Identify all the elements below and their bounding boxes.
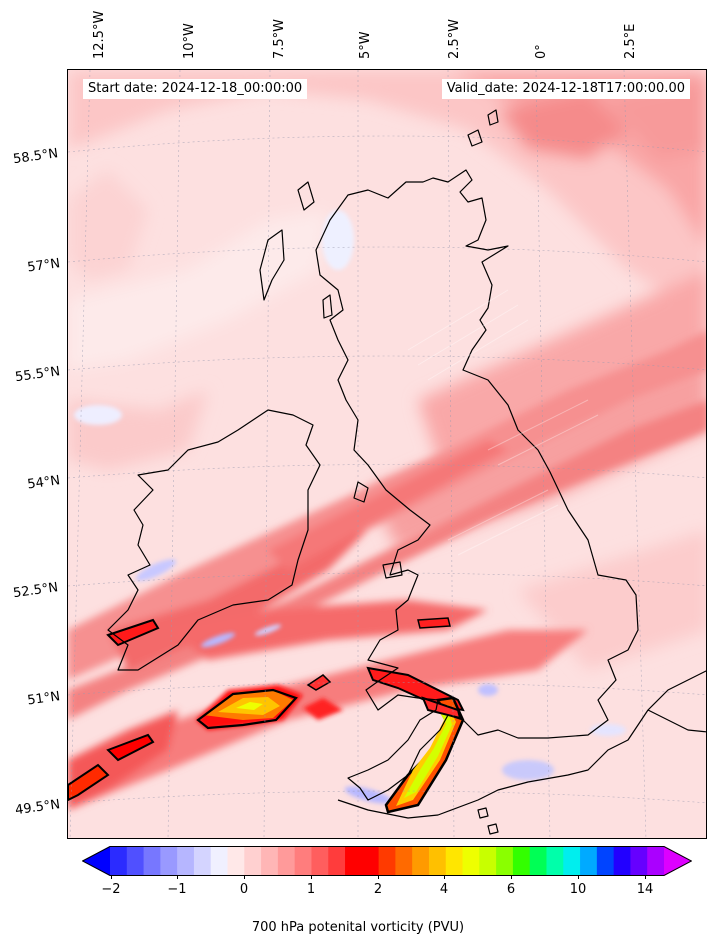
colorbar-swatch <box>613 846 632 876</box>
cb-tick-label-5: 4 <box>439 882 449 897</box>
colorbar-swatch <box>496 846 514 876</box>
colorbar-swatch <box>143 846 161 876</box>
colorbar-swatch <box>512 846 531 876</box>
field-streaks <box>407 289 599 556</box>
colorbar-swatch <box>546 846 564 876</box>
ireland-coast <box>107 409 321 671</box>
colorbar-extend-min <box>82 846 110 876</box>
colorbar-outline <box>81 846 693 876</box>
colorbar-extend-max <box>664 846 692 876</box>
colorbar-swatch <box>596 846 615 876</box>
colorbar-swatch <box>294 846 313 876</box>
colorbar-swatch <box>227 846 245 876</box>
colorbar-swatch <box>328 846 346 876</box>
cb-tickmark-7 <box>578 875 579 879</box>
colorbar-swatch <box>563 846 581 876</box>
cb-tickmark-5 <box>444 875 445 879</box>
lat-label-57n: 57°N <box>26 256 62 276</box>
colorbar-swatch <box>479 846 497 876</box>
colorbar-swatch <box>345 846 363 876</box>
cb-tickmark-3 <box>311 875 312 879</box>
colorbar-swatch <box>210 846 229 876</box>
colorbar-swatch <box>378 846 396 876</box>
cb-tick-label-4: 2 <box>373 882 383 897</box>
colorbar-swatch <box>177 846 195 876</box>
colorbar-swatch <box>462 846 480 876</box>
cb-tick-label-1: −1 <box>167 882 187 897</box>
lon-label-10w: 10°W <box>182 23 197 59</box>
start-date-label: Start date: 2024-12-18_00:00:00 <box>83 79 308 99</box>
cb-tick-label-0: −2 <box>101 882 121 897</box>
pv-field-map <box>68 70 706 838</box>
lon-label-2-5w: 2.5°W <box>447 18 462 59</box>
colorbar-swatch <box>261 846 279 876</box>
lon-label-5w: 5°W <box>358 31 373 59</box>
colorbar-swatch <box>529 846 548 876</box>
colorbar-title: 700 hPa potenital vorticity (PVU) <box>251 920 465 935</box>
france-coast <box>337 670 706 819</box>
colorbar-swatch <box>160 846 178 876</box>
colorbar-swatch <box>395 846 413 876</box>
cb-tickmark-1 <box>177 875 178 879</box>
lat-label-49-5n: 49.5°N <box>14 797 62 819</box>
colorbar-swatch <box>580 846 598 876</box>
colorbar-swatch <box>412 846 430 876</box>
cb-tickmark-2 <box>244 875 245 879</box>
cb-tickmark-0 <box>111 875 112 879</box>
colorbar-swatch <box>630 846 648 876</box>
cb-tick-label-3: 1 <box>306 882 316 897</box>
cb-tickmark-4 <box>378 875 379 879</box>
lon-label-0: 0° <box>534 44 549 59</box>
colorbar-swatch <box>193 846 212 876</box>
lat-label-55-5n: 55.5°N <box>14 364 62 386</box>
lon-label-12-5w: 12.5°W <box>92 10 107 59</box>
lat-label-52-5n: 52.5°N <box>12 580 60 602</box>
colorbar-swatch <box>244 846 262 876</box>
colorbar-swatch <box>361 846 380 876</box>
lat-label-58-5n: 58.5°N <box>12 146 60 168</box>
map-panel <box>67 69 707 839</box>
colorbar-swatch <box>428 846 447 876</box>
colorbar-swatch <box>126 846 145 876</box>
great-britain-coast <box>315 169 639 801</box>
colorbar-swatch <box>647 846 665 876</box>
cb-tick-label-7: 10 <box>569 882 587 897</box>
colorbar <box>81 846 693 876</box>
colorbar-swatch <box>311 846 329 876</box>
cb-tick-label-8: 14 <box>636 882 654 897</box>
colorbar-swatch <box>110 846 128 876</box>
lon-label-7-5w: 7.5°W <box>272 18 287 59</box>
coastlines <box>107 109 706 835</box>
lat-label-51n: 51°N <box>26 689 62 709</box>
cb-tickmark-8 <box>645 875 646 879</box>
cb-tick-label-6: 6 <box>506 882 516 897</box>
field-negative-patches <box>74 210 626 804</box>
lat-label-54n: 54°N <box>26 473 62 493</box>
colorbar-swatch <box>445 846 464 876</box>
colorbar-svg <box>81 846 693 876</box>
valid-date-label: Valid_date: 2024-12-18T17:00:00.00 <box>441 79 690 99</box>
cb-tickmark-6 <box>511 875 512 879</box>
colorbar-swatch <box>277 846 296 876</box>
cb-tick-label-2: 0 <box>239 882 249 897</box>
lon-label-2-5e: 2.5°E <box>623 23 638 59</box>
